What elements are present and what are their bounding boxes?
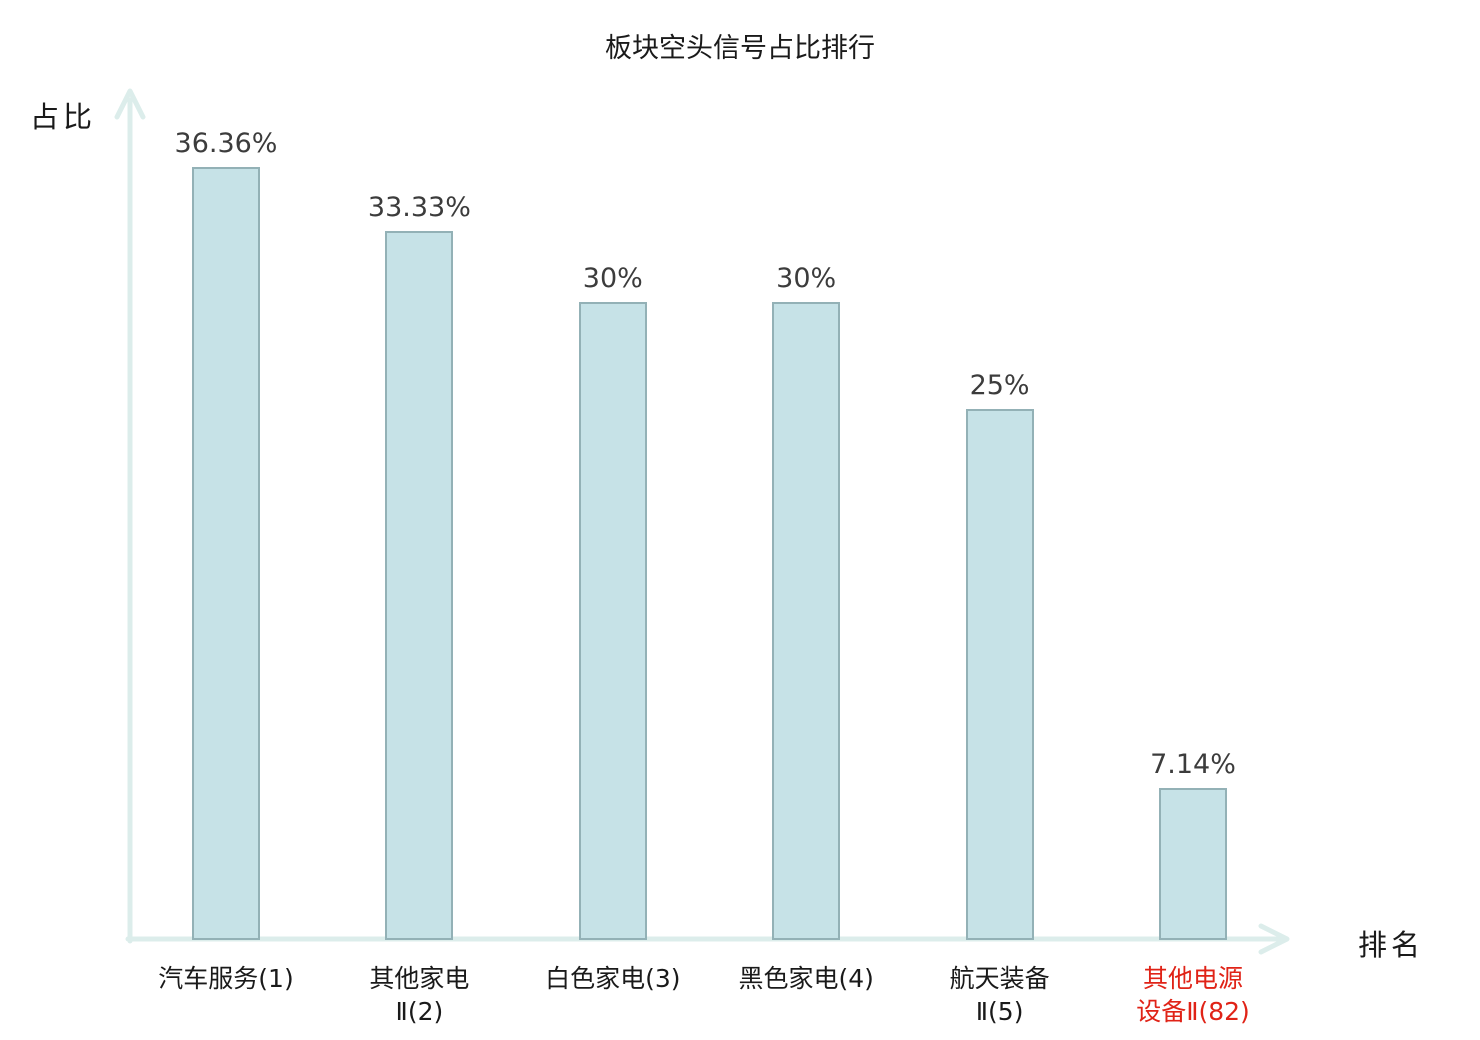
bar-value-label: 33.33% — [367, 192, 471, 223]
bar-value-label: 36.36% — [174, 128, 278, 159]
bar-category-label: 黑色家电(4) — [738, 964, 874, 993]
bar-value-label: 25% — [969, 370, 1030, 401]
bar-value-label: 30% — [582, 263, 643, 294]
bar-category-label: 其他电源 设备Ⅱ(82) — [1136, 964, 1250, 1026]
y-axis-label: 占比 — [30, 100, 97, 134]
bar-group: 30% — [709, 263, 903, 940]
chart-title: 板块空头信号占比排行 — [605, 33, 875, 64]
bar-value-label: 30% — [776, 263, 837, 294]
bar-group: 7.14% — [1096, 749, 1290, 940]
bar-value-label: 7.14% — [1150, 749, 1236, 780]
bar-category-label: 汽车服务(1) — [158, 964, 294, 993]
bar-group: 30% — [516, 263, 710, 940]
bar — [578, 302, 647, 940]
bar-group: 36.36% — [129, 128, 323, 940]
bar — [192, 167, 260, 940]
bar-group: 25% — [903, 370, 1097, 940]
bar — [965, 409, 1034, 940]
bar — [1159, 788, 1227, 940]
y-axis-arrow-icon — [114, 88, 146, 120]
bar-group: 33.33% — [322, 192, 516, 940]
bar-category-label: 白色家电(3) — [545, 964, 681, 993]
bar-category-label: 其他家电 Ⅱ(2) — [369, 964, 470, 1026]
bar — [772, 302, 841, 940]
bar — [385, 231, 454, 940]
x-axis-label: 排名 — [1358, 928, 1425, 962]
bar-category-label: 航天装备 Ⅱ(5) — [949, 964, 1050, 1026]
x-axis-arrow-icon — [1258, 923, 1290, 955]
